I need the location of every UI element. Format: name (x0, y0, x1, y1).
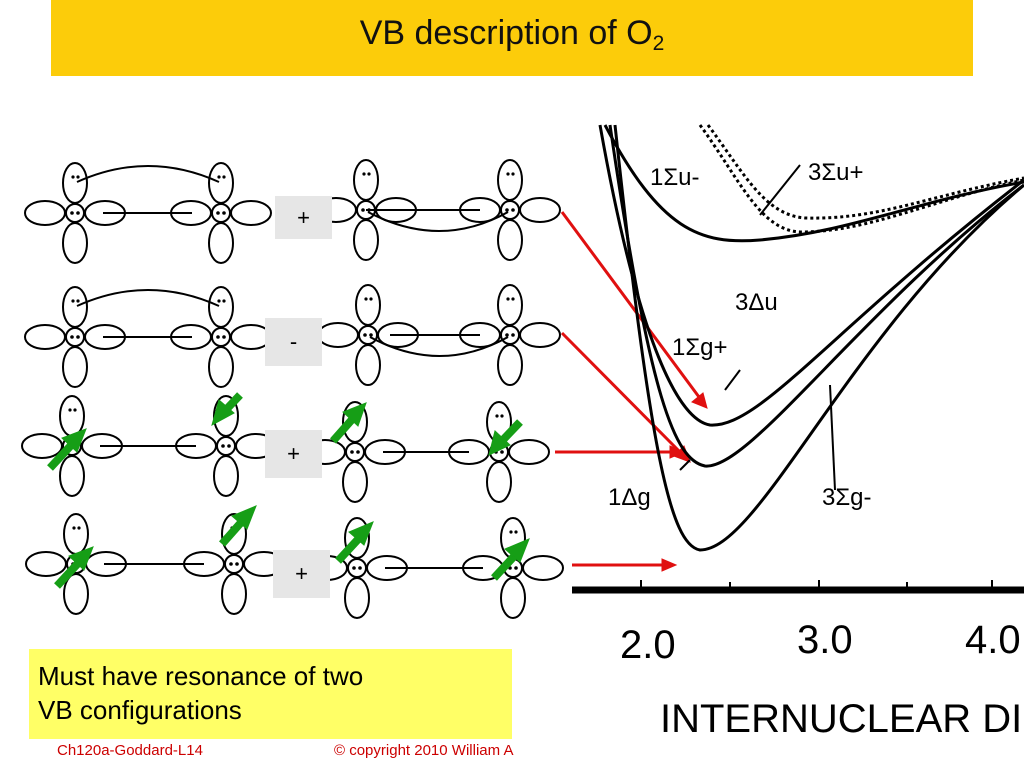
vb-row-4 (25, 513, 564, 619)
state-labels: 1Σu- 3Σu+ 3Δu 1Σg+ 1Δg 3Σg- (608, 159, 872, 511)
note-box: Must have resonance of two VB configurat… (29, 649, 512, 739)
label-sigma-u-minus: 1Σu- (650, 164, 700, 191)
title-subscript: 2 (652, 32, 665, 55)
vb-row-1 (24, 159, 561, 264)
label-sigma-g-plus: 1Σg+ (672, 334, 728, 361)
label-delta-g: 1Δg (608, 484, 651, 511)
label-sigma-u-plus: 3Σu+ (808, 159, 864, 186)
label-sigma-g-minus: 3Σg- (822, 484, 872, 511)
tick-label-3: 3.0 (797, 618, 853, 662)
tick-label-2: 2.0 (620, 623, 676, 667)
sign-box-2: - (265, 318, 322, 366)
sign-3: + (287, 441, 300, 466)
note-line-1: Must have resonance of two (38, 661, 364, 691)
sign-2: - (289, 329, 298, 354)
potential-curves-plot: 2.0 3.0 4.0 INTERNUCLEAR DISTA 1Σu- 3Σu+… (572, 124, 1024, 741)
label-delta-u: 3Δu (735, 289, 778, 316)
sign-box-4: + (273, 550, 330, 598)
sign-box-1: + (275, 196, 332, 239)
vb-row-2 (24, 284, 561, 388)
note-text: Must have resonance of two VB configurat… (38, 659, 508, 727)
title-main: VB description of O (359, 14, 653, 52)
sign-box-3: + (265, 430, 322, 478)
footer-copyright: © copyright 2010 William A (334, 742, 514, 759)
footer-course: Ch120a-Goddard-L14 (57, 742, 203, 759)
title-bar: VB description of O2 (51, 0, 973, 76)
tick-label-4: 4.0 (965, 618, 1021, 662)
vb-row-3 (21, 395, 550, 503)
x-axis-label: INTERNUCLEAR DISTA (660, 697, 1024, 741)
sign-4: + (295, 561, 308, 586)
sign-1: + (297, 205, 310, 230)
slide-title: VB description of O2 (51, 14, 973, 56)
tick-labels: 2.0 3.0 4.0 (620, 618, 1021, 667)
spin-arrows (47, 392, 530, 589)
note-line-2: VB configurations (38, 695, 242, 725)
